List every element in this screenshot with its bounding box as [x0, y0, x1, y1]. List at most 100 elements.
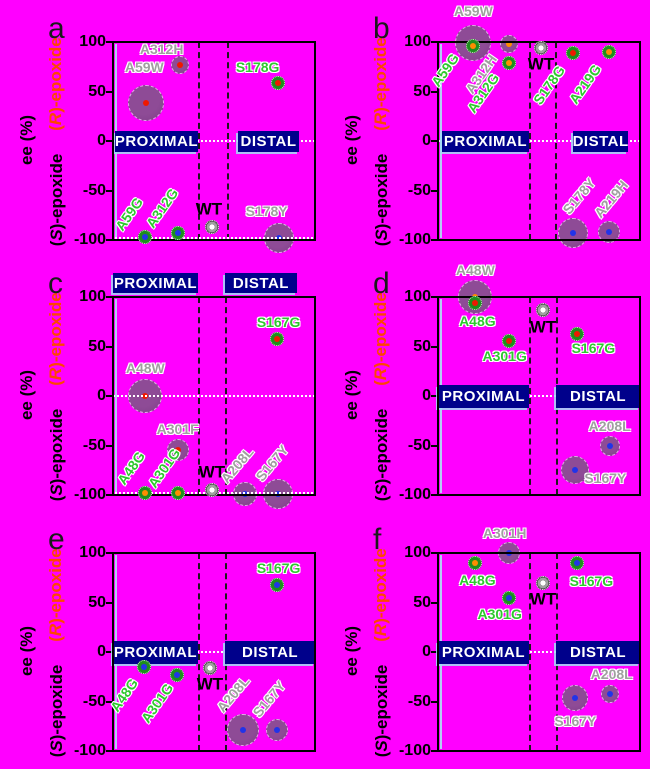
proximal-region-label: PROXIMAL — [113, 640, 198, 664]
bubble-point-a208l — [599, 435, 620, 456]
panel-letter-b: b — [373, 12, 390, 45]
point-label-wt: WT — [529, 589, 557, 609]
bubble-point-a312h — [170, 55, 189, 74]
green-point-s178g — [270, 75, 285, 90]
green-point-s167g — [570, 326, 585, 341]
point-label-s167g: S167G — [256, 313, 301, 330]
y-tick-mark — [106, 395, 113, 397]
blue-center-dot — [141, 663, 148, 670]
y-tick-label: 0 — [422, 132, 431, 149]
point-label-a301g: A301G — [477, 605, 522, 622]
blue-center-dot — [240, 727, 247, 734]
wildtype-point-wt — [204, 220, 219, 235]
orange-center-dot — [472, 559, 479, 566]
y-tick-mark — [106, 601, 113, 604]
y-tick-mark — [106, 750, 113, 752]
bubble-point-a219h — [597, 221, 620, 244]
blue-center-dot — [505, 550, 512, 556]
green-point-a301g — [169, 667, 184, 682]
zero-ee-dotted-line — [113, 140, 315, 142]
point-label-s167y: S167Y — [251, 441, 292, 485]
blue-center-dot — [142, 234, 149, 241]
point-label-s178y: S178Y — [245, 203, 288, 220]
minus100-dotted-line — [115, 237, 313, 239]
y-tick-label: -100 — [73, 486, 106, 503]
y-tick-mark — [431, 444, 438, 447]
bubble-point-s167y — [265, 719, 288, 742]
point-label-wt: WT — [529, 317, 557, 337]
distal-region-label: DISTAL — [225, 640, 315, 664]
y-tick-label: -50 — [407, 436, 431, 454]
point-label-a301g: A301G — [144, 445, 183, 491]
bubble-point-a208l — [233, 482, 258, 506]
y-tick-label: 50 — [88, 82, 106, 100]
panel-letter-f: f — [373, 523, 382, 556]
zero-ee-dotted-line — [438, 395, 640, 397]
zero-ee-dotted-line — [438, 140, 640, 142]
green-point-a312g — [501, 55, 516, 70]
green-point-a219g — [601, 44, 616, 59]
y-tick-label: -50 — [82, 692, 106, 710]
blue-center-dot — [173, 671, 180, 678]
y-tick-label: -50 — [82, 436, 106, 454]
y-tick-mark — [106, 345, 113, 348]
y-tick-mark — [106, 494, 113, 496]
y-tick-mark — [431, 750, 438, 752]
y-tick-mark — [431, 601, 438, 604]
y-tick-label: -50 — [407, 181, 431, 199]
point-label-s167g: S167G — [571, 339, 616, 356]
point-label-a48g: A48G — [459, 312, 496, 329]
green-point-s167g — [269, 577, 284, 592]
zero-ee-dotted-line — [113, 651, 315, 653]
green-point-a48g — [137, 659, 152, 674]
orange-center-dot — [505, 40, 512, 47]
y-tick-label: -100 — [398, 486, 431, 503]
green-point-a48g — [138, 486, 153, 501]
point-label-a312h: A312H — [139, 40, 184, 57]
y-tick-label: 100 — [79, 33, 106, 50]
red-center-dot — [274, 79, 281, 86]
point-label-wt: WT — [527, 54, 555, 74]
green-point-s167g — [570, 555, 585, 570]
panel-d: d ee (%) (R)-epoxide (S)-epoxide 100 50 0 -50 -1… — [325, 255, 650, 510]
y-tick-mark — [106, 41, 113, 43]
panel-c: c ee (%) (R)-epoxide (S)-epoxide 100 50 0 -50 -1… — [0, 255, 325, 510]
green-point-a312g — [170, 226, 185, 241]
y-tick-label: 100 — [404, 33, 431, 50]
blue-center-dot — [574, 559, 581, 566]
y-axis-label: ee (%) — [342, 369, 361, 421]
zero-ee-dotted-line — [113, 395, 315, 397]
blue-center-dot — [273, 581, 280, 588]
y-tick-mark — [106, 444, 113, 447]
y-axis-label-r-epoxide: (R)-epoxide — [46, 292, 65, 386]
y-axis-label: ee (%) — [342, 114, 361, 166]
blue-center-dot — [605, 229, 612, 236]
y-axis-label-r-epoxide: (R)-epoxide — [46, 37, 65, 131]
panel-letter-c: c — [48, 267, 63, 300]
point-label-a301g: A301G — [137, 680, 176, 726]
y-tick-mark — [106, 189, 113, 192]
blue-center-dot — [174, 230, 181, 237]
y-tick-mark — [106, 296, 113, 298]
y-tick-mark — [431, 651, 438, 653]
proximal-region-label: PROXIMAL — [438, 640, 529, 664]
blue-center-dot — [273, 727, 280, 734]
bubble-point-s167y — [562, 684, 589, 711]
green-point-a48g — [468, 555, 483, 570]
y-axis-label-r-epoxide: (R)-epoxide — [371, 548, 390, 642]
y-tick-label: 50 — [413, 593, 431, 611]
y-axis-label: ee (%) — [342, 625, 361, 677]
panel-a: a ee (%) (R)-epoxide (S)-epoxide 100 50 0 -50 -1… — [0, 0, 325, 255]
point-label-a48w: A48W — [455, 262, 495, 278]
distal-region-label: DISTAL — [556, 384, 640, 408]
orange-center-dot — [174, 490, 181, 497]
point-label-a48g: A48G — [459, 571, 496, 588]
y-tick-mark — [106, 700, 113, 703]
y-tick-mark — [106, 552, 113, 554]
y-tick-mark — [431, 552, 438, 554]
green-point-a301g — [501, 590, 516, 605]
red-center-dot — [472, 299, 479, 306]
orange-center-dot — [142, 490, 149, 497]
y-tick-mark — [431, 140, 438, 142]
